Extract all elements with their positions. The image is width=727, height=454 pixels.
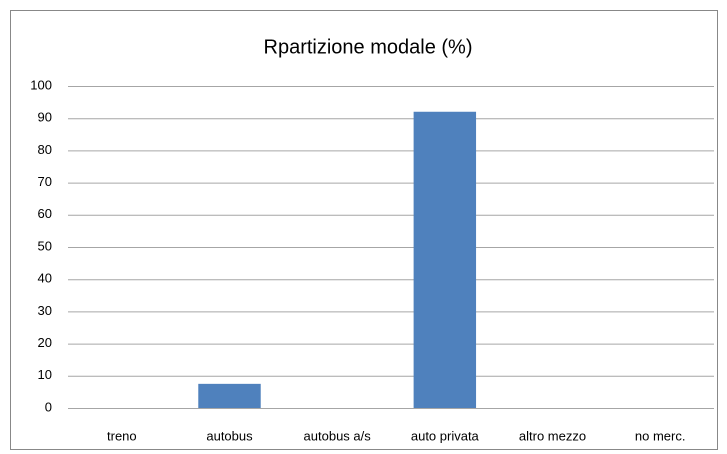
x-tick-label: altro mezzo <box>519 428 586 443</box>
y-tick-label: 40 <box>38 271 52 286</box>
y-tick-label: 20 <box>38 335 52 350</box>
y-tick-label: 30 <box>38 303 52 318</box>
chart-border <box>10 10 718 450</box>
x-tick-label: treno <box>107 428 137 443</box>
chart-title: Rpartizione modale (%) <box>264 36 473 58</box>
x-tick-label: autobus a/s <box>304 428 372 443</box>
y-tick-label: 70 <box>38 174 52 189</box>
y-tick-label: 10 <box>38 367 52 382</box>
y-tick-label: 50 <box>38 238 52 253</box>
y-tick-label: 80 <box>38 142 52 157</box>
bar <box>413 111 477 408</box>
y-tick-label: 0 <box>45 399 52 414</box>
x-tick-label: autobus <box>206 428 253 443</box>
x-tick-label: auto privata <box>411 428 480 443</box>
y-tick-label: 100 <box>30 77 52 92</box>
y-tick-label: 60 <box>38 206 52 221</box>
bar <box>198 383 261 408</box>
y-tick-label: 90 <box>38 110 52 125</box>
x-tick-label: no merc. <box>635 428 686 443</box>
